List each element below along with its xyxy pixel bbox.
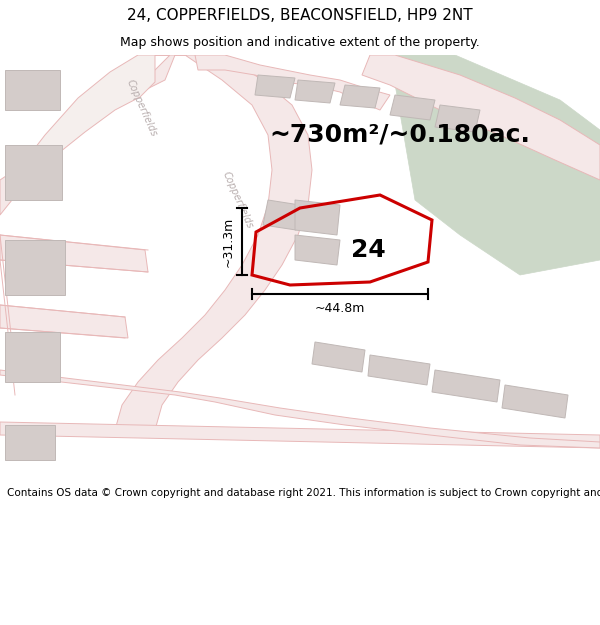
Polygon shape (255, 75, 295, 98)
Polygon shape (5, 425, 55, 460)
Polygon shape (0, 235, 148, 272)
Text: 24: 24 (350, 238, 385, 262)
Polygon shape (0, 305, 128, 338)
Polygon shape (368, 355, 430, 385)
Text: Copperfields: Copperfields (125, 78, 159, 138)
Text: Copperfields: Copperfields (221, 170, 255, 230)
Polygon shape (263, 200, 300, 230)
Polygon shape (362, 55, 600, 180)
Polygon shape (295, 235, 340, 265)
Polygon shape (390, 55, 600, 275)
Polygon shape (295, 80, 335, 103)
Polygon shape (18, 55, 155, 185)
Text: 24, COPPERFIELDS, BEACONSFIELD, HP9 2NT: 24, COPPERFIELDS, BEACONSFIELD, HP9 2NT (127, 8, 473, 23)
Polygon shape (115, 55, 312, 430)
Polygon shape (5, 332, 60, 382)
Polygon shape (432, 370, 500, 402)
Polygon shape (0, 55, 175, 215)
Polygon shape (390, 95, 435, 120)
Polygon shape (502, 385, 568, 418)
Polygon shape (435, 105, 480, 132)
Polygon shape (195, 55, 390, 110)
Text: Contains OS data © Crown copyright and database right 2021. This information is : Contains OS data © Crown copyright and d… (7, 488, 600, 498)
Polygon shape (0, 422, 600, 448)
Text: ~730m²/~0.180ac.: ~730m²/~0.180ac. (269, 123, 530, 147)
Polygon shape (5, 145, 62, 200)
Text: Map shows position and indicative extent of the property.: Map shows position and indicative extent… (120, 36, 480, 49)
Text: ~31.3m: ~31.3m (221, 216, 235, 267)
Polygon shape (340, 85, 380, 108)
Text: ~44.8m: ~44.8m (315, 301, 365, 314)
Polygon shape (295, 200, 340, 235)
Polygon shape (5, 240, 65, 295)
Polygon shape (0, 370, 600, 448)
Polygon shape (5, 70, 60, 110)
Polygon shape (312, 342, 365, 372)
